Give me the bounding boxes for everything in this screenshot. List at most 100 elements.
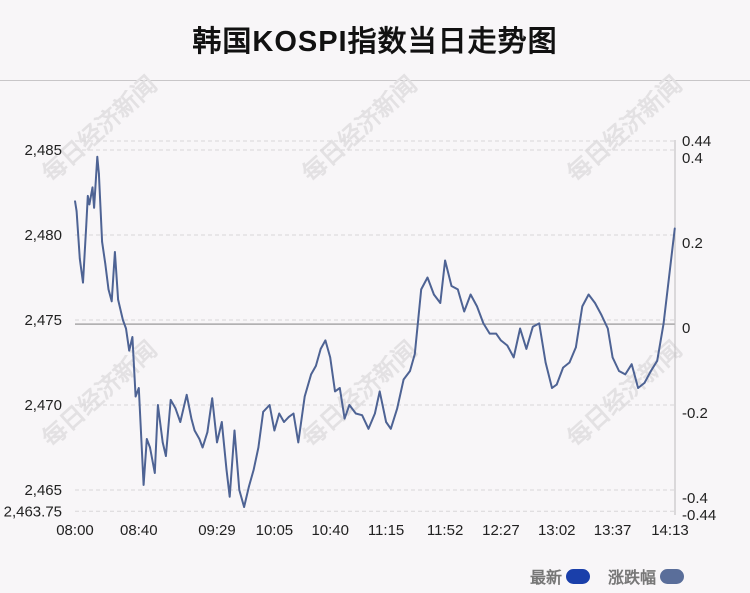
legend-item-latest[interactable]: 最新: [530, 564, 590, 588]
data-point-7: [91, 186, 94, 189]
data-point-118: [662, 322, 665, 325]
y2-tick-4: -0.2: [682, 405, 708, 422]
data-point-109: [607, 327, 609, 330]
data-point-24: [146, 438, 148, 440]
data-point-65: [339, 387, 341, 389]
data-point-81: [433, 293, 435, 296]
x-tick-7: 12:27: [482, 522, 520, 539]
data-point-104: [575, 346, 577, 349]
data-point-36: [198, 438, 201, 440]
data-point-102: [562, 366, 564, 369]
watermark-5: 每日经济新闻: [562, 335, 688, 452]
data-point-73: [385, 421, 387, 423]
data-point-20: [131, 336, 134, 338]
data-point-51: [268, 404, 271, 406]
data-point-22: [138, 387, 140, 389]
y2-tick-3: 0: [682, 320, 690, 337]
data-point-38: [206, 431, 209, 434]
data-point-98: [538, 322, 540, 325]
data-point-101: [555, 383, 558, 386]
data-point-48: [252, 468, 255, 471]
y2-axis-ticks: 0.440.4 0.2 0 -0.2 -0.4-0.44: [682, 133, 716, 524]
y-tick-0: 2,485: [24, 142, 62, 159]
data-point-43: [228, 496, 231, 498]
data-point-100: [551, 387, 553, 389]
data-point-68: [355, 412, 357, 415]
data-point-11: [101, 241, 103, 243]
data-point-63: [329, 356, 332, 359]
watermark-3: 每日经济新闻: [37, 335, 163, 452]
data-point-82: [439, 302, 442, 304]
y-tick-3: 2,470: [24, 397, 62, 414]
data-point-105: [581, 305, 584, 308]
data-point-26: [154, 472, 156, 474]
data-point-92: [500, 339, 502, 342]
data-point-107: [594, 302, 596, 304]
data-point-74: [390, 428, 392, 430]
data-point-115: [643, 382, 646, 384]
x-tick-5: 11:15: [368, 522, 404, 539]
grid-lines: [75, 140, 675, 512]
x-tick-6: 11:52: [427, 522, 463, 539]
data-point-19: [128, 349, 130, 352]
data-point-77: [409, 370, 411, 372]
x-tick-3: 10:05: [256, 522, 294, 539]
data-point-97: [532, 326, 534, 328]
data-point-53: [278, 412, 281, 415]
data-point-66: [343, 417, 346, 420]
y-tick-5: 2,463.75: [4, 503, 62, 520]
data-point-46: [243, 506, 245, 508]
data-point-18: [125, 327, 127, 330]
data-point-90: [488, 332, 491, 335]
data-point-17: [122, 319, 124, 321]
data-point-57: [297, 441, 300, 444]
data-point-119: [669, 268, 671, 270]
legend: 最新 涨跌幅: [530, 564, 684, 588]
data-point-25: [149, 446, 151, 449]
data-point-30: [169, 399, 172, 401]
y2-tick-1: 0.4: [682, 150, 703, 167]
data-point-103: [568, 361, 571, 364]
y-axis-ticks: 2,485 2,480 2,475 2,470 2,465 2,463.75: [4, 142, 62, 520]
y2-tick-0: 0.44: [682, 133, 711, 150]
data-point-33: [185, 394, 188, 396]
data-point-4: [85, 225, 87, 228]
data-point-113: [630, 363, 633, 366]
data-point-47: [248, 485, 250, 488]
data-point-96: [525, 348, 528, 350]
x-tick-9: 13:37: [594, 522, 632, 539]
data-point-110: [611, 356, 614, 359]
series-layer: [74, 155, 676, 508]
data-point-39: [211, 397, 213, 400]
data-point-71: [374, 412, 376, 415]
legend-swatch-change: [660, 568, 684, 584]
data-point-56: [292, 412, 295, 415]
data-point-54: [283, 421, 285, 423]
data-point-13: [107, 288, 110, 291]
data-point-41: [221, 421, 223, 423]
data-point-0: [74, 200, 76, 202]
data-point-27: [157, 404, 159, 406]
data-point-114: [637, 387, 639, 389]
y2-tick-5: -0.4: [682, 490, 708, 507]
data-point-6: [88, 203, 91, 206]
data-point-83: [444, 259, 446, 262]
data-point-78: [414, 353, 416, 355]
legend-item-change[interactable]: 涨跌幅: [608, 564, 684, 588]
data-point-120: [674, 227, 676, 229]
data-point-9: [96, 156, 99, 158]
data-point-10: [98, 173, 100, 175]
data-point-29: [165, 455, 167, 457]
data-point-3: [82, 281, 84, 284]
x-tick-1: 08:40: [120, 522, 158, 539]
data-point-50: [262, 411, 265, 413]
data-point-64: [334, 390, 336, 393]
data-point-91: [495, 332, 497, 335]
x-tick-0: 08:00: [56, 522, 94, 539]
watermark-0: 每日经济新闻: [37, 70, 163, 187]
data-point-108: [600, 314, 603, 316]
data-point-89: [482, 322, 485, 325]
watermark-1: 每日经济新闻: [297, 70, 423, 187]
data-point-111: [618, 370, 620, 372]
